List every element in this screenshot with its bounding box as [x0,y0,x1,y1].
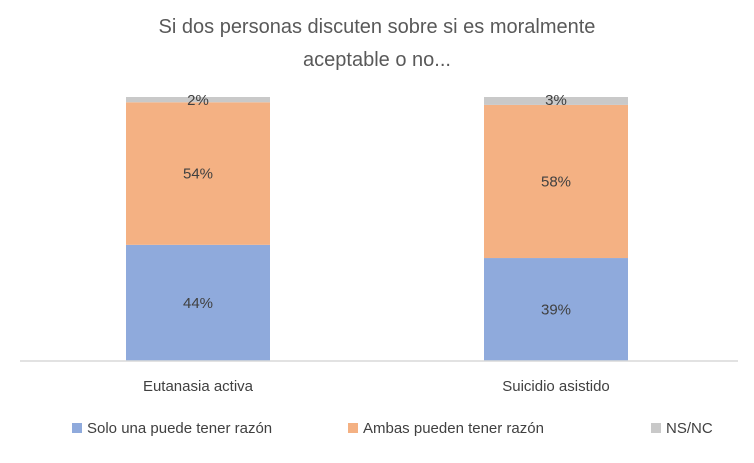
bar-segment [126,102,270,245]
data-label: 39% [541,302,571,319]
legend-label: Ambas pueden tener razón [363,420,544,437]
legend: Solo una puede tener razón Ambas pueden t… [72,420,713,437]
legend-swatch [348,423,358,433]
bar-segment [484,258,628,361]
category-label: Suicidio asistido [502,378,610,395]
bar-segment [484,104,628,259]
data-label: 3% [545,92,567,109]
legend-label: NS/NC [666,420,713,437]
bar-segment [126,97,270,103]
bar-segment [484,97,628,105]
labels-layer: 44% 54% 2% Eutanasia activa 39% 58% 3% Suicidio… [143,92,610,395]
bars-layer [126,97,628,361]
bar-segment [126,244,270,361]
data-label: 58% [541,173,571,190]
data-label: 44% [183,295,213,312]
legend-label: Solo una puede tener razón [87,420,272,437]
data-label: 54% [183,166,213,183]
category-label: Eutanasia activa [143,378,254,395]
data-label: 2% [187,92,209,109]
legend-swatch [651,423,661,433]
chart-title-line-1: Si dos personas discuten sobre si es mor… [159,16,596,38]
chart-title-line-2: aceptable o no... [303,49,451,71]
legend-swatch [72,423,82,433]
